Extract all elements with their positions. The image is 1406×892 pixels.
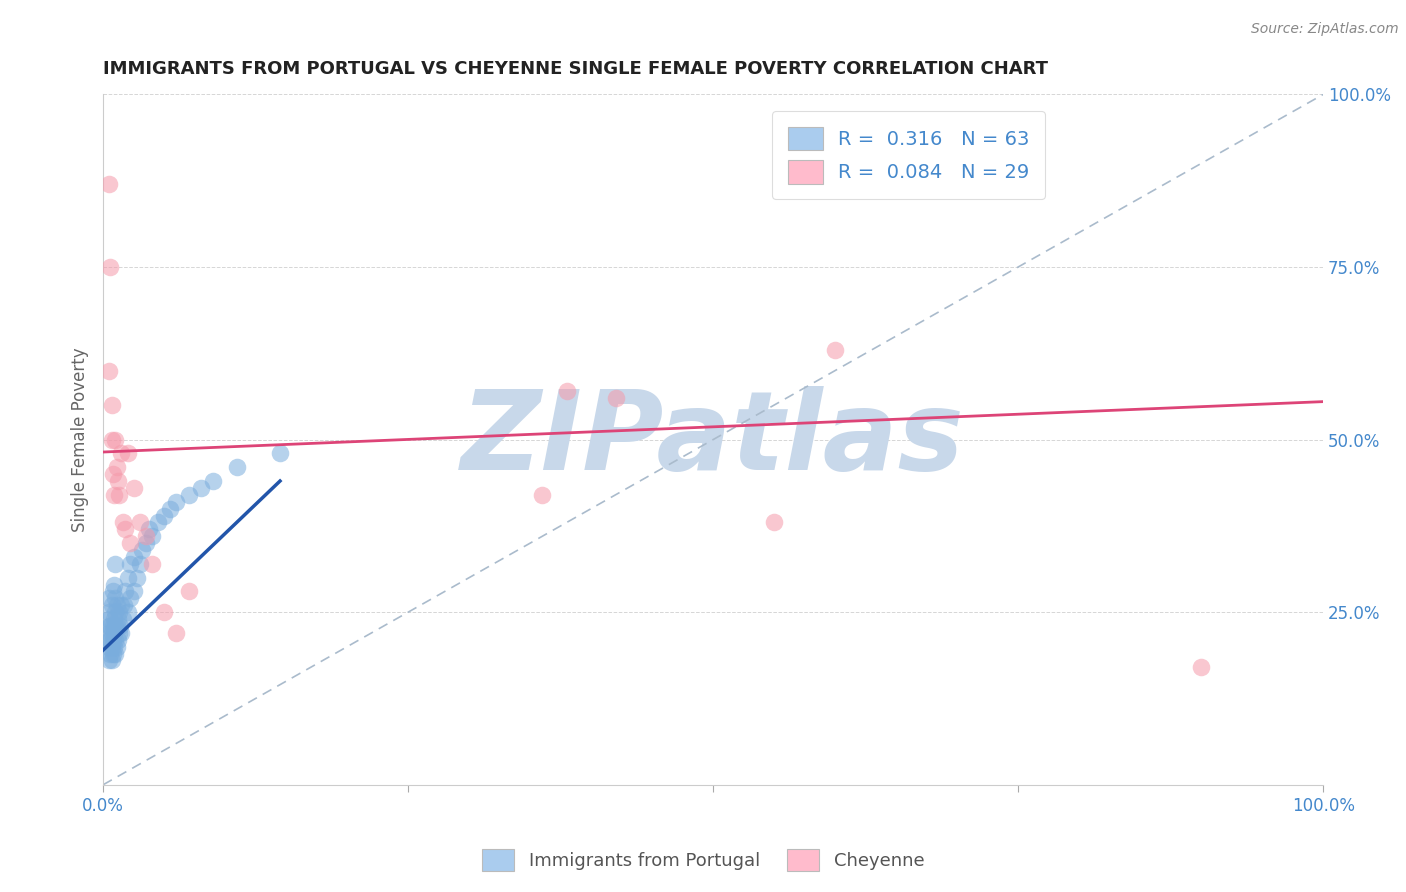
Point bbox=[103, 612, 125, 626]
Point bbox=[118, 591, 141, 606]
Point bbox=[111, 516, 134, 530]
Point bbox=[98, 632, 121, 647]
Point bbox=[104, 591, 127, 606]
Point bbox=[108, 605, 131, 619]
Point bbox=[100, 640, 122, 654]
Point bbox=[122, 584, 145, 599]
Point bbox=[605, 391, 627, 405]
Point bbox=[104, 433, 127, 447]
Point bbox=[101, 647, 124, 661]
Point bbox=[146, 516, 169, 530]
Point bbox=[117, 605, 139, 619]
Point bbox=[824, 343, 846, 357]
Point bbox=[117, 571, 139, 585]
Point bbox=[138, 522, 160, 536]
Point bbox=[105, 599, 128, 613]
Point bbox=[177, 488, 200, 502]
Y-axis label: Single Female Poverty: Single Female Poverty bbox=[72, 347, 89, 532]
Text: ZIPatlas: ZIPatlas bbox=[461, 386, 965, 493]
Point bbox=[131, 543, 153, 558]
Point bbox=[128, 557, 150, 571]
Point bbox=[103, 640, 125, 654]
Point bbox=[104, 632, 127, 647]
Point bbox=[100, 398, 122, 412]
Point bbox=[763, 516, 786, 530]
Point bbox=[117, 446, 139, 460]
Point bbox=[104, 605, 127, 619]
Point bbox=[104, 647, 127, 661]
Point bbox=[201, 474, 224, 488]
Text: IMMIGRANTS FROM PORTUGAL VS CHEYENNE SINGLE FEMALE POVERTY CORRELATION CHART: IMMIGRANTS FROM PORTUGAL VS CHEYENNE SIN… bbox=[103, 60, 1047, 78]
Point bbox=[98, 605, 121, 619]
Legend: R =  0.316   N = 63, R =  0.084   N = 29: R = 0.316 N = 63, R = 0.084 N = 29 bbox=[772, 112, 1045, 199]
Point bbox=[98, 619, 121, 633]
Point bbox=[118, 557, 141, 571]
Legend: Immigrants from Portugal, Cheyenne: Immigrants from Portugal, Cheyenne bbox=[474, 842, 932, 879]
Point bbox=[103, 626, 125, 640]
Point bbox=[141, 529, 163, 543]
Point bbox=[114, 584, 136, 599]
Point bbox=[98, 591, 121, 606]
Point bbox=[226, 460, 249, 475]
Point bbox=[531, 488, 554, 502]
Point bbox=[101, 619, 124, 633]
Point bbox=[190, 481, 212, 495]
Point bbox=[104, 619, 127, 633]
Point bbox=[141, 557, 163, 571]
Point bbox=[104, 557, 127, 571]
Point bbox=[1189, 660, 1212, 674]
Point bbox=[110, 446, 132, 460]
Point bbox=[98, 653, 121, 667]
Point bbox=[105, 460, 128, 475]
Point bbox=[177, 584, 200, 599]
Point bbox=[165, 626, 187, 640]
Point bbox=[111, 612, 134, 626]
Point bbox=[101, 632, 124, 647]
Point bbox=[101, 467, 124, 482]
Point bbox=[98, 612, 121, 626]
Point bbox=[100, 619, 122, 633]
Point bbox=[127, 571, 149, 585]
Point bbox=[165, 494, 187, 508]
Point bbox=[159, 501, 181, 516]
Point bbox=[98, 177, 121, 191]
Point bbox=[101, 584, 124, 599]
Point bbox=[100, 433, 122, 447]
Point bbox=[98, 640, 121, 654]
Point bbox=[122, 549, 145, 564]
Point bbox=[100, 260, 122, 274]
Point bbox=[98, 626, 121, 640]
Point bbox=[100, 653, 122, 667]
Point bbox=[107, 474, 129, 488]
Point bbox=[118, 536, 141, 550]
Point bbox=[110, 626, 132, 640]
Point bbox=[108, 626, 131, 640]
Point bbox=[555, 384, 578, 399]
Point bbox=[110, 599, 132, 613]
Point bbox=[100, 647, 122, 661]
Point bbox=[103, 577, 125, 591]
Text: Source: ZipAtlas.com: Source: ZipAtlas.com bbox=[1251, 22, 1399, 37]
Point bbox=[122, 481, 145, 495]
Point bbox=[135, 529, 157, 543]
Point bbox=[105, 619, 128, 633]
Point bbox=[108, 488, 131, 502]
Point bbox=[107, 632, 129, 647]
Point bbox=[107, 612, 129, 626]
Point bbox=[112, 599, 135, 613]
Point bbox=[103, 488, 125, 502]
Point bbox=[135, 536, 157, 550]
Point bbox=[108, 619, 131, 633]
Point bbox=[128, 516, 150, 530]
Point bbox=[100, 632, 122, 647]
Point bbox=[100, 626, 122, 640]
Point bbox=[98, 363, 121, 377]
Point bbox=[153, 605, 176, 619]
Point bbox=[100, 599, 122, 613]
Point bbox=[153, 508, 176, 523]
Point bbox=[114, 522, 136, 536]
Point bbox=[269, 446, 291, 460]
Point bbox=[105, 640, 128, 654]
